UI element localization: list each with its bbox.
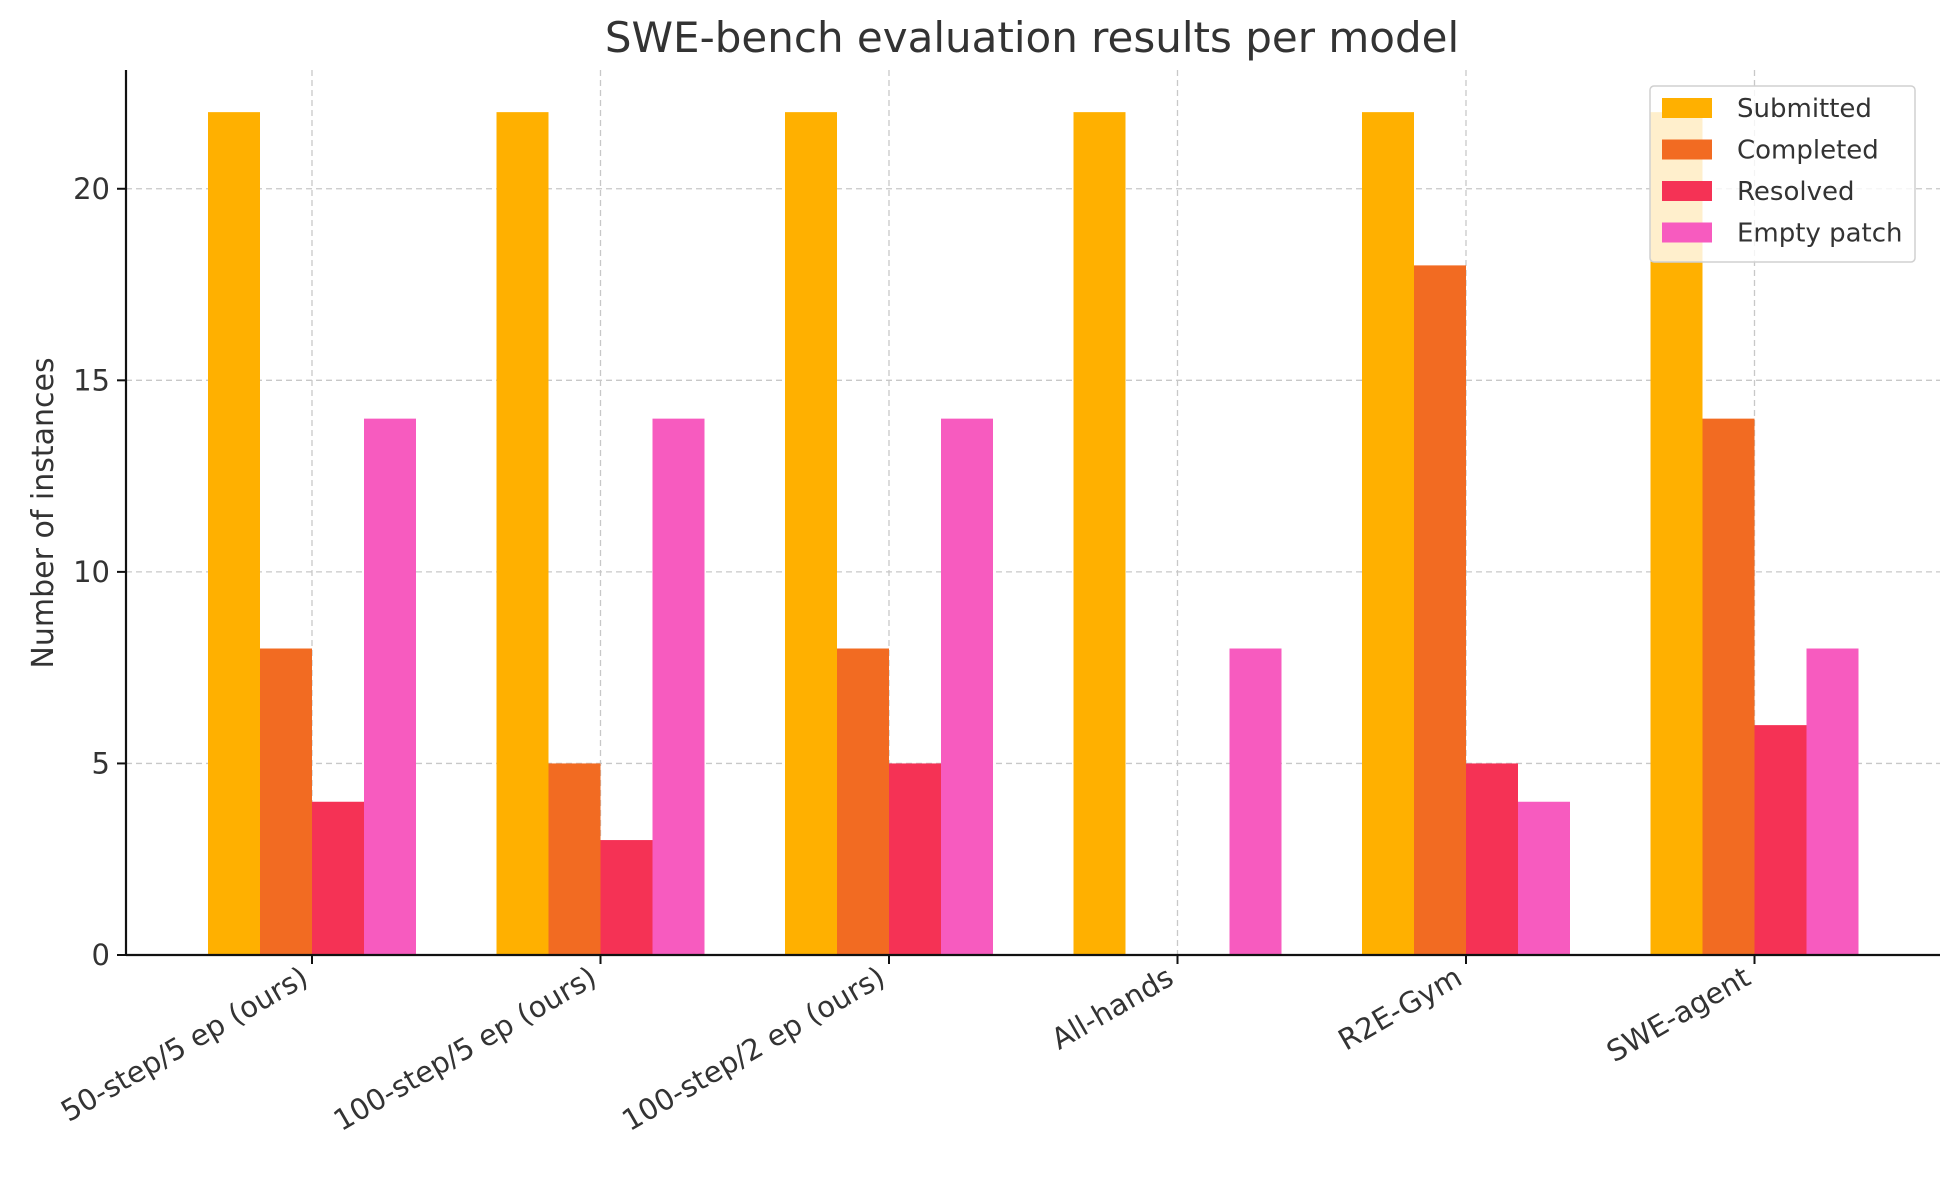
x-tick-label: All-hands [1046,960,1179,1057]
bar-resolved [312,801,364,955]
bar-resolved [600,840,653,955]
legend: Submitted Completed Resolved Empty patch [1649,85,1916,263]
bar-completed [260,648,312,955]
x-tick-label: 100-step/5 ep (ours) [328,960,602,1138]
bar-empty-patch [364,418,416,955]
bar-resolved [1754,725,1807,955]
bar-empty-patch [1806,648,1859,955]
legend-label: Completed [1737,136,1879,166]
y-tick-label: 0 [92,938,110,972]
legend-frame [1649,85,1916,263]
bar-submitted [1362,112,1414,955]
bar-resolved [1466,763,1518,955]
legend-swatch [1662,222,1712,243]
x-ticks: 50-step/5 ep (ours) 100-step/5 ep (ours) 1… [55,955,1756,1138]
bar-submitted [1073,112,1126,955]
legend-label: Submitted [1737,94,1872,124]
bar-submitted [496,112,549,955]
y-tick-label: 10 [73,555,110,589]
bar-empty-patch [1518,801,1570,955]
axes [124,70,1940,957]
y-axis-label: Number of instances [26,357,61,668]
bar-submitted [208,112,260,955]
legend-label: Empty patch [1737,219,1903,249]
legend-label: Resolved [1737,177,1854,207]
bar-resolved [889,763,941,955]
bar-completed [548,763,601,955]
y-tick-label: 15 [73,363,110,397]
bar-empty-patch [941,418,993,955]
x-tick-label: SWE-agent [1601,960,1756,1069]
bar-empty-patch [1229,648,1282,955]
y-tick-label: 20 [73,172,110,206]
bar-completed [1702,418,1755,955]
chart-title: SWE-bench evaluation results per model [605,13,1459,62]
bar-completed [837,648,889,955]
x-tick-label: 50-step/5 ep (ours) [55,960,313,1129]
legend-swatch [1662,139,1712,160]
x-tick-label: R2E-Gym [1332,960,1467,1058]
y-ticks: 0 5 10 15 20 [73,172,126,972]
bar-empty-patch [652,418,705,955]
legend-swatch [1662,98,1712,118]
bars [208,112,1859,955]
x-tick-label: 100-step/2 ep (ours) [616,960,890,1138]
bar-submitted [785,112,837,955]
legend-swatch [1662,181,1712,201]
bar-completed [1414,265,1466,955]
y-tick-label: 5 [92,746,110,780]
